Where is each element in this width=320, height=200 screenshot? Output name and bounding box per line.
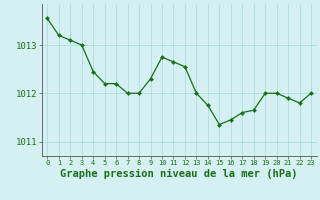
X-axis label: Graphe pression niveau de la mer (hPa): Graphe pression niveau de la mer (hPa) (60, 169, 298, 179)
